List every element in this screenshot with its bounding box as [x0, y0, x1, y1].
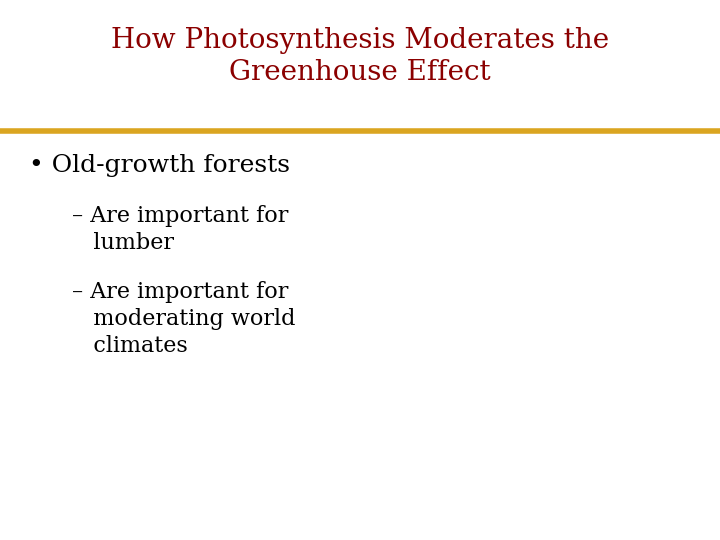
Text: How Photosynthesis Moderates the
Greenhouse Effect: How Photosynthesis Moderates the Greenho… — [111, 27, 609, 86]
Text: – Are important for
   lumber: – Are important for lumber — [72, 205, 289, 254]
Text: • Old-growth forests: • Old-growth forests — [29, 154, 289, 177]
Text: – Are important for
   moderating world
   climates: – Are important for moderating world cli… — [72, 281, 295, 357]
